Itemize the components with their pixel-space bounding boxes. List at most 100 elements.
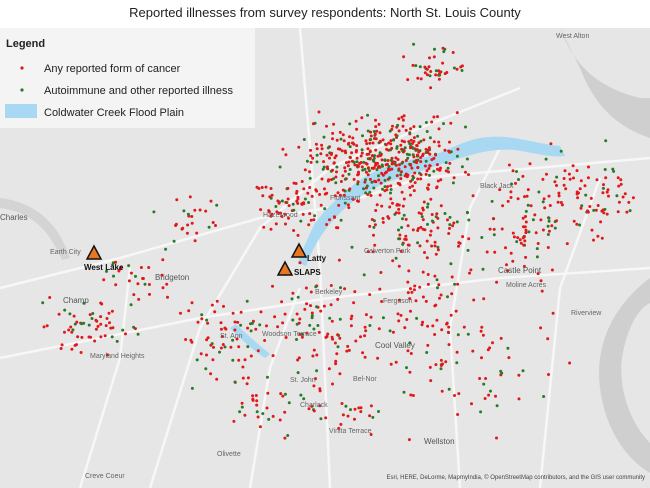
survey-point (421, 320, 425, 324)
survey-point (523, 239, 527, 243)
survey-point (429, 229, 433, 233)
survey-point (320, 177, 324, 181)
survey-point (447, 149, 451, 153)
survey-point (356, 182, 360, 186)
survey-point (555, 219, 558, 223)
survey-point (415, 144, 419, 148)
survey-point (368, 149, 372, 153)
survey-point (263, 339, 267, 342)
survey-point (232, 419, 236, 423)
survey-point (546, 224, 550, 228)
survey-point (360, 165, 364, 169)
survey-point (182, 209, 186, 213)
survey-point (333, 341, 337, 345)
survey-point (147, 283, 151, 286)
survey-point (381, 173, 385, 177)
survey-point (59, 347, 63, 350)
survey-point (430, 120, 434, 124)
survey-point (509, 251, 513, 255)
survey-point (369, 130, 373, 134)
survey-point (309, 154, 313, 158)
survey-point (355, 164, 359, 167)
survey-point (540, 289, 544, 293)
survey-point (378, 151, 382, 155)
survey-point (403, 237, 407, 241)
survey-point (360, 116, 364, 120)
survey-point (325, 124, 328, 128)
survey-point (623, 192, 627, 196)
survey-point (337, 426, 341, 430)
survey-point (408, 370, 412, 374)
survey-point (416, 166, 420, 170)
survey-point (429, 197, 433, 201)
survey-point (271, 414, 275, 418)
survey-point (362, 273, 366, 277)
survey-point (501, 204, 505, 208)
survey-point (405, 318, 409, 321)
survey-point (437, 144, 441, 148)
survey-point (391, 330, 395, 334)
survey-point (426, 151, 430, 154)
survey-point (498, 188, 502, 192)
survey-point (436, 115, 439, 119)
place-label: Black Jack (480, 183, 514, 190)
survey-point (383, 158, 387, 162)
survey-point (63, 308, 67, 312)
survey-point (372, 225, 376, 229)
survey-point (495, 280, 499, 284)
survey-point (220, 335, 224, 338)
survey-point (251, 398, 255, 402)
survey-point (241, 376, 245, 380)
survey-point (374, 137, 378, 141)
place-label: St. John (290, 377, 316, 384)
place-label: Earth City (50, 249, 81, 256)
survey-point (412, 125, 416, 129)
survey-point (517, 178, 520, 181)
survey-point (506, 269, 510, 273)
survey-point (302, 201, 306, 205)
survey-point (439, 178, 443, 182)
survey-point (599, 220, 603, 224)
survey-point (45, 324, 49, 328)
survey-point (419, 177, 423, 181)
survey-point (621, 195, 625, 199)
legend-label: Coldwater Creek Flood Plain (44, 107, 184, 119)
survey-point (389, 139, 393, 143)
survey-point (259, 310, 263, 314)
survey-point (456, 333, 460, 337)
survey-point (124, 332, 127, 336)
survey-point (255, 399, 259, 403)
survey-point (541, 228, 545, 232)
survey-point (332, 215, 336, 219)
survey-point (545, 172, 548, 176)
survey-point (546, 233, 550, 236)
survey-point (200, 317, 204, 321)
survey-point (412, 155, 416, 159)
survey-point (136, 282, 140, 286)
survey-point (423, 251, 426, 254)
survey-point (111, 263, 115, 267)
place-label: Hazelwood (263, 212, 298, 219)
survey-point (401, 204, 405, 208)
survey-point (308, 186, 312, 189)
survey-point (301, 212, 305, 216)
survey-point (617, 184, 621, 188)
survey-point (547, 229, 551, 233)
survey-point (333, 156, 337, 160)
survey-point (240, 401, 244, 405)
survey-point (336, 226, 340, 230)
survey-point (291, 318, 295, 322)
survey-point (320, 143, 324, 147)
survey-point (389, 158, 393, 162)
survey-point (495, 404, 499, 408)
survey-point (210, 303, 214, 307)
survey-point (371, 141, 375, 145)
survey-point (479, 329, 483, 333)
survey-point (368, 414, 372, 418)
survey-point (426, 202, 430, 206)
survey-point (455, 350, 459, 354)
survey-point (369, 138, 373, 142)
survey-point (535, 255, 539, 259)
site-label: SLAPS (294, 268, 321, 277)
survey-point (600, 236, 604, 240)
